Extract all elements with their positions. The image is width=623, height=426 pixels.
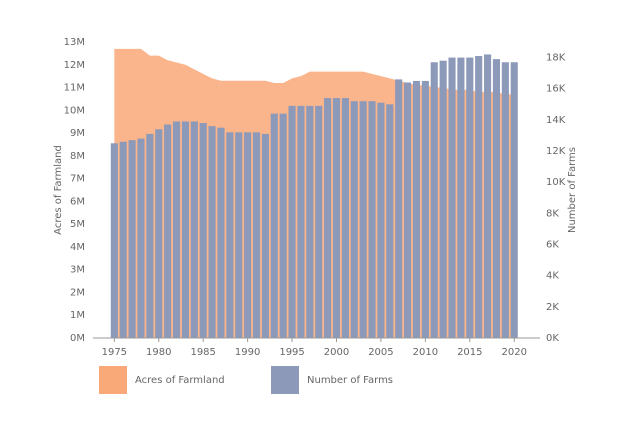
bar <box>430 62 438 339</box>
x-tick-label: 2000 <box>324 347 349 358</box>
y-tick-label: 11M <box>64 83 85 94</box>
bar <box>270 113 278 339</box>
bar <box>412 80 421 339</box>
bar <box>501 62 509 339</box>
bar <box>359 101 367 338</box>
bar <box>395 79 403 339</box>
y2-tick-label: 2K <box>546 302 559 313</box>
y2-tick-label: 14K <box>546 115 566 126</box>
legend-swatch <box>271 366 299 394</box>
y-tick-label: 8M <box>70 151 85 162</box>
bar <box>244 132 252 338</box>
bar <box>146 133 154 338</box>
bar <box>510 62 518 339</box>
bar <box>377 102 385 338</box>
y-tick-label: 3M <box>70 265 85 276</box>
y-axis-title: Acres of Farmland <box>53 145 64 235</box>
y2-tick-label: 18K <box>546 53 566 64</box>
y-tick-label: 13M <box>64 37 85 48</box>
bar <box>252 132 261 338</box>
y-tick-label: 12M <box>64 60 85 71</box>
x-tick-label: 1975 <box>102 347 127 358</box>
bar <box>164 124 172 338</box>
y-tick-label: 4M <box>70 242 85 253</box>
bar <box>404 82 412 338</box>
legend-swatch <box>99 366 127 394</box>
x-tick-label: 1990 <box>235 347 260 358</box>
x-tick-label: 2015 <box>457 347 482 358</box>
x-tick-label: 2020 <box>502 347 527 358</box>
bar <box>492 59 501 338</box>
bar <box>279 113 287 339</box>
bar <box>297 105 305 338</box>
bar <box>199 123 207 338</box>
bar <box>119 141 127 338</box>
bar <box>128 140 136 338</box>
bar <box>386 104 394 338</box>
bar <box>457 57 465 338</box>
bar <box>217 127 225 339</box>
bar <box>226 132 234 338</box>
y2-tick-label: 0K <box>546 333 559 344</box>
bar <box>288 105 296 338</box>
y2-tick-label: 12K <box>546 146 566 157</box>
bar <box>368 101 376 338</box>
bar <box>306 105 314 338</box>
y2-tick-label: 16K <box>546 84 566 95</box>
x-tick-label: 1995 <box>279 347 304 358</box>
bar <box>484 54 492 338</box>
bar <box>235 132 243 338</box>
y2-tick-label: 6K <box>546 240 559 251</box>
y-tick-label: 7M <box>70 174 85 185</box>
bar <box>208 126 216 338</box>
y2-tick-label: 4K <box>546 271 559 282</box>
y-tick-label: 9M <box>70 128 85 139</box>
bar <box>261 133 269 338</box>
y-tick-label: 2M <box>70 287 85 298</box>
bar <box>341 98 349 338</box>
y-tick-label: 10M <box>64 105 85 116</box>
bar <box>466 57 474 338</box>
x-tick-label: 1985 <box>190 347 215 358</box>
bar <box>350 101 358 338</box>
bar <box>181 121 189 338</box>
bar <box>421 80 429 339</box>
x-tick-label: 1980 <box>146 347 171 358</box>
bar <box>315 105 323 338</box>
bar <box>137 138 145 338</box>
y-tick-label: 5M <box>70 219 85 230</box>
y-tick-label: 6M <box>70 196 85 207</box>
y2-axis-title: Number of Farms <box>567 147 578 233</box>
y2-tick-label: 8K <box>546 208 559 219</box>
bar <box>448 57 456 338</box>
x-tick-label: 2010 <box>413 347 438 358</box>
bar <box>172 121 181 338</box>
y-tick-label: 0M <box>70 333 85 344</box>
bar <box>332 98 341 338</box>
bar <box>324 98 332 338</box>
bar <box>475 56 483 338</box>
bar <box>190 121 198 338</box>
bar <box>110 143 118 338</box>
y2-tick-label: 10K <box>546 177 566 188</box>
bar <box>155 129 163 338</box>
bar <box>439 60 447 339</box>
legend-label: Acres of Farmland <box>135 375 225 386</box>
legend-label: Number of Farms <box>307 375 393 386</box>
x-tick-label: 2005 <box>368 347 393 358</box>
y-tick-label: 1M <box>70 310 85 321</box>
